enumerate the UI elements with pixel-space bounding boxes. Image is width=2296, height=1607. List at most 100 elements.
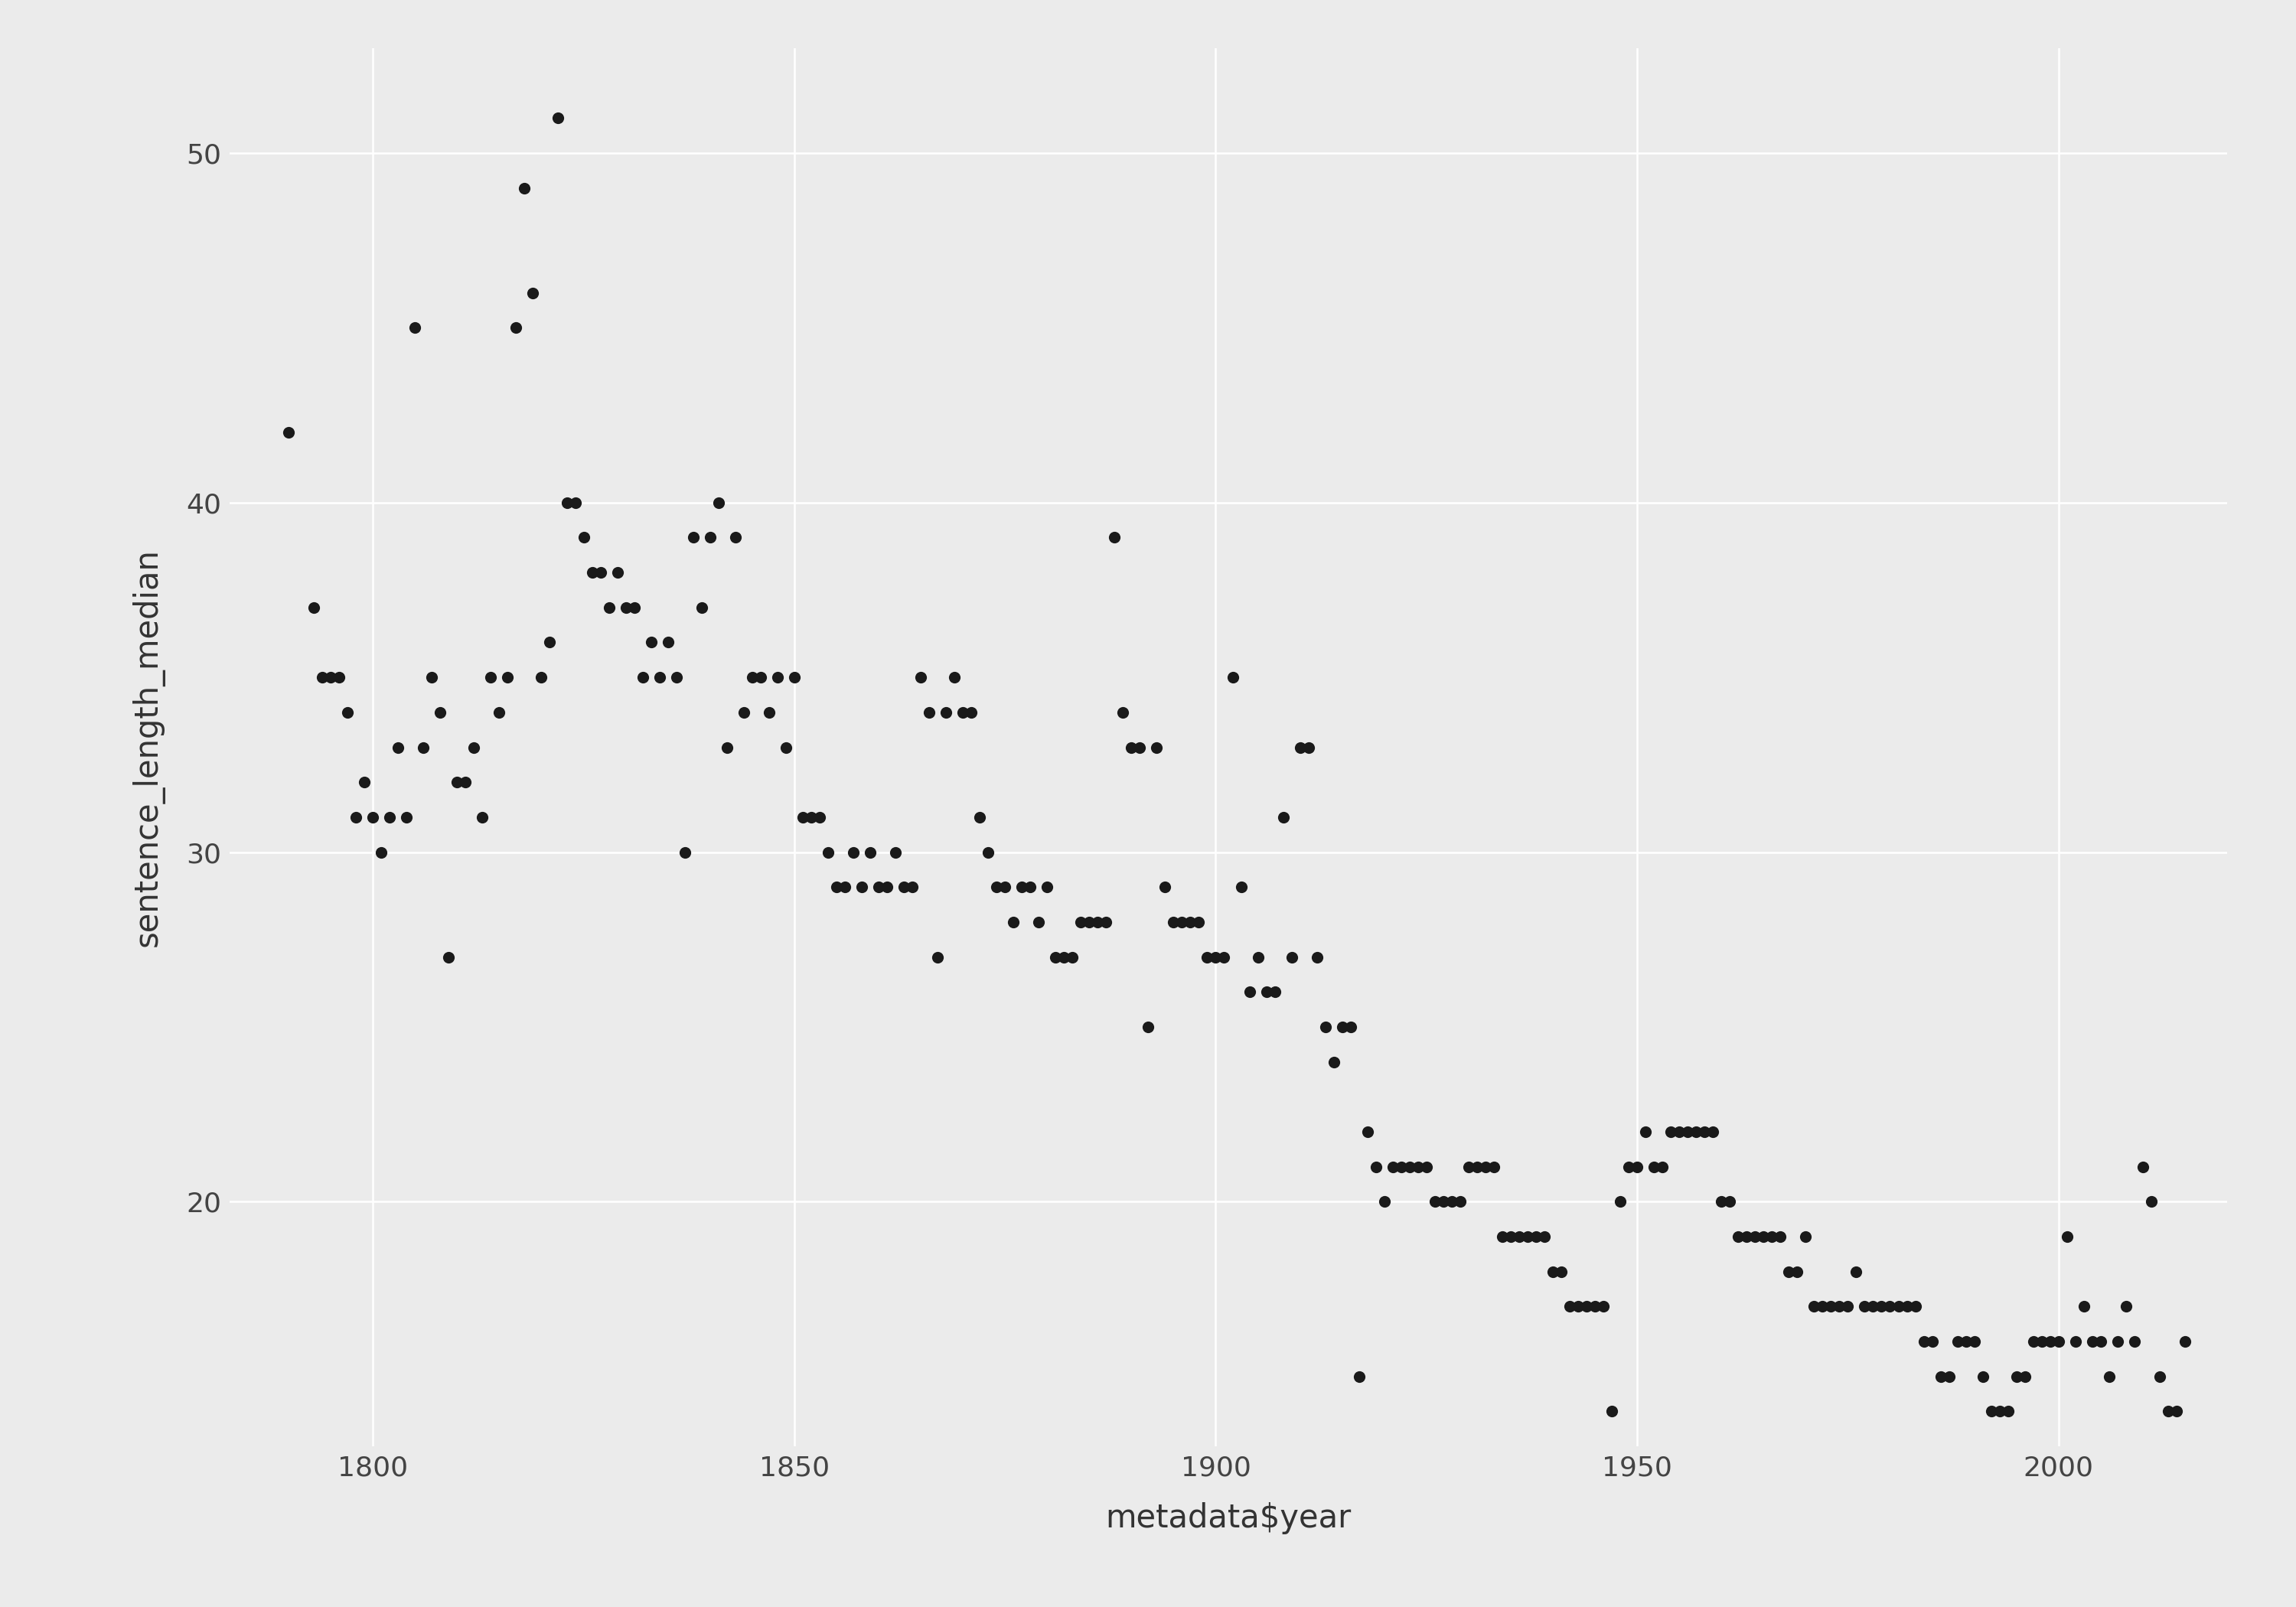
Point	[650, 630, 687, 656]
Point	[1711, 1189, 1747, 1215]
Point	[583, 559, 620, 585]
Point	[2066, 1294, 2103, 1319]
Point	[271, 419, 308, 445]
Point	[1492, 1225, 1529, 1250]
Point	[2041, 1329, 2078, 1355]
Point	[1880, 1294, 1917, 1319]
Point	[473, 665, 510, 691]
Point	[659, 665, 696, 691]
Point	[1224, 874, 1261, 900]
Point	[937, 665, 974, 691]
Point	[1231, 979, 1267, 1004]
Point	[1019, 910, 1056, 935]
Point	[1341, 1363, 1378, 1388]
Point	[836, 839, 872, 865]
Point	[2142, 1363, 2179, 1388]
Point	[397, 315, 434, 341]
Point	[691, 524, 728, 550]
Point	[1915, 1329, 1952, 1355]
Point	[1577, 1294, 1614, 1319]
Point	[455, 734, 491, 760]
Point	[1316, 1049, 1352, 1075]
Point	[1146, 874, 1182, 900]
Point	[1502, 1225, 1538, 1250]
Point	[928, 699, 964, 725]
Point	[994, 910, 1031, 935]
Point	[760, 665, 797, 691]
Point	[1070, 910, 1107, 935]
Point	[1906, 1329, 1942, 1355]
Point	[1972, 1398, 2009, 1424]
Point	[666, 839, 703, 865]
Point	[1306, 1014, 1343, 1040]
Point	[565, 524, 602, 550]
Point	[641, 665, 677, 691]
Point	[608, 595, 645, 620]
Point	[363, 839, 400, 865]
Point	[735, 665, 771, 691]
Point	[1603, 1189, 1639, 1215]
Point	[1274, 943, 1311, 969]
Point	[1931, 1363, 1968, 1388]
Point	[312, 665, 349, 691]
Point	[1088, 910, 1125, 935]
Point	[1568, 1294, 1605, 1319]
Point	[1357, 1154, 1394, 1180]
Point	[684, 595, 721, 620]
Point	[1685, 1118, 1722, 1144]
Point	[2092, 1363, 2128, 1388]
Point	[1896, 1294, 1933, 1319]
Point	[1375, 1154, 1412, 1180]
Point	[413, 665, 450, 691]
Point	[1180, 910, 1217, 935]
Point	[792, 804, 829, 829]
Point	[1609, 1154, 1646, 1180]
Point	[1120, 734, 1157, 760]
Point	[498, 315, 535, 341]
Point	[464, 804, 501, 829]
Point	[2023, 1329, 2060, 1355]
Point	[1467, 1154, 1504, 1180]
Point	[1947, 1329, 1984, 1355]
Point	[1669, 1118, 1706, 1144]
Point	[523, 665, 560, 691]
Point	[776, 665, 813, 691]
Point	[1660, 1118, 1697, 1144]
Point	[810, 839, 847, 865]
Point	[785, 804, 822, 829]
Point	[2073, 1329, 2110, 1355]
Point	[902, 665, 939, 691]
Point	[1720, 1225, 1756, 1250]
Point	[1013, 874, 1049, 900]
Point	[1890, 1294, 1926, 1319]
Point	[1281, 734, 1318, 760]
Point	[709, 734, 746, 760]
Point	[1745, 1225, 1782, 1250]
Point	[1653, 1118, 1690, 1144]
Point	[1130, 1014, 1166, 1040]
Point	[514, 280, 551, 305]
Point	[1644, 1154, 1681, 1180]
Point	[716, 524, 753, 550]
Point	[1256, 979, 1293, 1004]
Point	[886, 874, 923, 900]
Point	[1830, 1294, 1867, 1319]
Point	[801, 804, 838, 829]
Point	[615, 595, 652, 620]
X-axis label: metadata$year: metadata$year	[1104, 1503, 1352, 1535]
Point	[505, 175, 542, 201]
Point	[893, 874, 930, 900]
Point	[347, 770, 383, 795]
Point	[296, 595, 333, 620]
Point	[1991, 1398, 2027, 1424]
Point	[1458, 1154, 1495, 1180]
Point	[2149, 1398, 2186, 1424]
Point	[1290, 734, 1327, 760]
Point	[1518, 1225, 1554, 1250]
Point	[429, 943, 466, 969]
Point	[1045, 943, 1081, 969]
Point	[742, 665, 778, 691]
Point	[1619, 1154, 1655, 1180]
Point	[599, 559, 636, 585]
Point	[1998, 1363, 2034, 1388]
